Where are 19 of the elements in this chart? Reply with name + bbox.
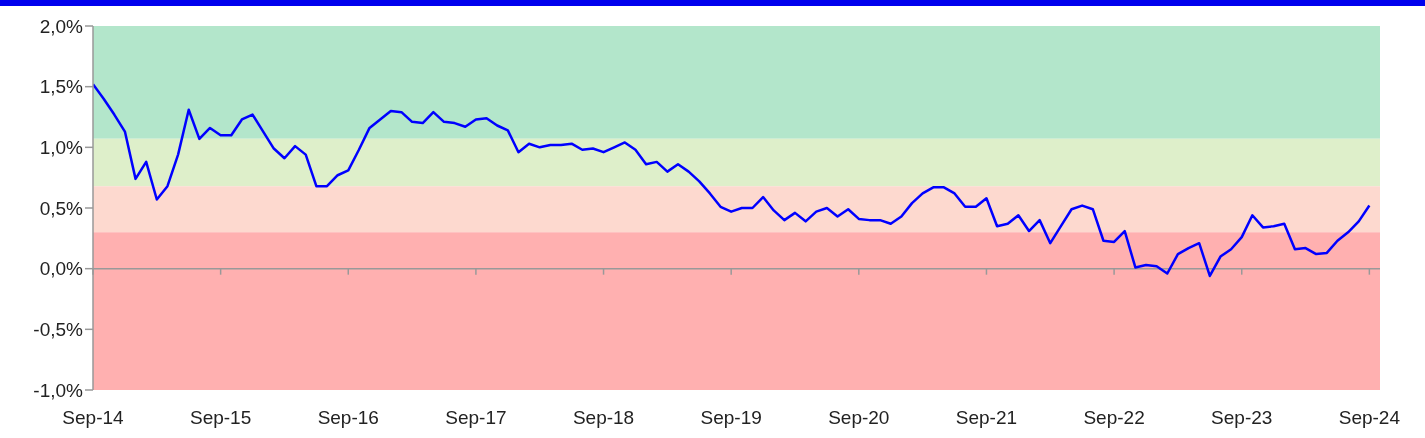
y-tick-label: -0,5% [33,319,84,341]
x-tick-label: Sep-23 [1211,407,1273,428]
x-tick-label: Sep-15 [190,407,252,428]
y-tick-label: 0,5% [39,197,84,219]
x-tick-label: Sep-20 [828,407,890,428]
x-tick-label: Sep-18 [572,407,635,428]
y-tick-label: 2,0% [39,15,84,37]
x-tick-label: Sep-21 [955,407,1018,428]
x-tick-label: Sep-16 [317,407,379,428]
x-tick-label: Sep-14 [62,407,125,428]
y-tick-label: 1,0% [39,137,84,159]
y-tick-label: -1,0% [33,379,84,401]
y-tick-label: 0,0% [39,258,84,280]
line-series [93,82,1371,278]
x-tick-label: Sep-22 [1083,407,1145,428]
y-tick-label: 1,5% [39,76,84,98]
x-tick-label: Sep-24 [1338,407,1401,428]
x-tick-label: Sep-17 [445,407,507,428]
x-tick-label: Sep-19 [700,407,762,428]
